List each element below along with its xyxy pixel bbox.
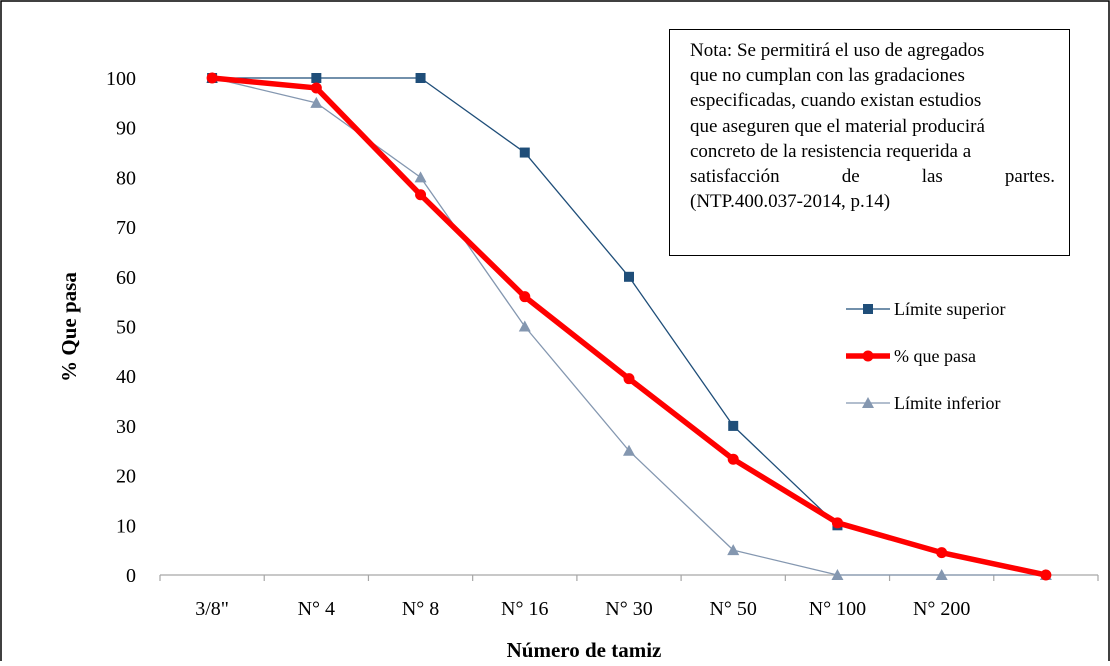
x-tick-label: N° 50 <box>709 598 756 620</box>
x-tick-label: 3/8" <box>195 598 229 620</box>
legend-item: Límite superior <box>846 299 1005 319</box>
y-tick-label: 0 <box>126 565 136 587</box>
data-point <box>206 72 218 84</box>
data-point <box>831 569 844 580</box>
x-tick-label: N° 4 <box>298 598 335 620</box>
note-line: (NTP.400.037-2014, p.14) <box>690 191 891 213</box>
y-tick-label: 60 <box>116 267 136 289</box>
note-line: satisfacción de las partes. <box>690 166 1055 188</box>
x-tick-label: N° 30 <box>605 598 652 620</box>
series-group <box>206 72 1052 581</box>
data-point <box>518 320 531 332</box>
x-tick-label: N° 16 <box>501 598 548 620</box>
data-point <box>519 147 530 158</box>
data-point <box>311 73 322 83</box>
note-line: concreto de la resistencia requerida a <box>690 140 972 162</box>
x-tick-label: N° 200 <box>913 598 970 620</box>
data-point <box>415 73 426 83</box>
legend-marker <box>862 397 874 408</box>
y-tick-label: 90 <box>116 118 136 140</box>
legend-label: Límite inferior <box>894 393 1000 413</box>
data-point <box>831 517 843 529</box>
data-point <box>935 569 948 580</box>
x-tick-label: N° 8 <box>402 598 439 620</box>
x-axis-title: Número de tamiz <box>507 638 662 661</box>
data-point <box>310 96 323 108</box>
y-tick-label: 40 <box>116 366 136 388</box>
y-tick-label: 30 <box>116 416 136 438</box>
data-point <box>623 373 635 385</box>
data-point <box>727 453 739 465</box>
data-point <box>310 82 322 94</box>
y-axis-title: % Que pasa <box>57 272 81 382</box>
note-box: Nota: Se permitirá el uso de agregados qu… <box>669 29 1070 256</box>
axes: 3/8" N° 4 N° 8 N° 16 N° 30 N° 50 N° 100 N° 200 0… <box>106 68 1099 620</box>
note-line: que aseguren que el material producirá <box>690 115 985 137</box>
y-tick-label: 50 <box>116 317 136 339</box>
y-tick-label: 80 <box>116 167 136 189</box>
legend-label: Límite superior <box>894 299 1005 319</box>
data-point <box>727 544 740 556</box>
legend-marker <box>863 304 873 314</box>
legend-item: Límite inferior <box>846 393 1000 413</box>
legend-label: % que pasa <box>894 346 976 366</box>
note-line: que no cumplan con las gradaciones <box>690 65 965 87</box>
data-point <box>1040 569 1052 581</box>
y-tick-label: 70 <box>116 217 136 239</box>
x-tick-label: N° 100 <box>809 598 866 620</box>
note-line: Nota: Se permitirá el uso de agregados <box>690 40 985 61</box>
y-tick-label: 20 <box>116 466 136 488</box>
data-point <box>623 444 635 456</box>
series-circle <box>206 72 1052 581</box>
data-point <box>519 291 531 303</box>
legend-marker <box>862 350 874 362</box>
y-tick-label: 100 <box>106 68 136 90</box>
note-line: especificadas, cuando existan estudios <box>690 90 982 112</box>
data-point <box>624 271 634 282</box>
legend-item: % que pasa <box>846 346 976 366</box>
data-point <box>414 171 427 183</box>
data-point <box>415 189 427 201</box>
legend: Límite superior % que pasa Límite inferior <box>846 299 1005 413</box>
data-point <box>728 420 739 431</box>
data-point <box>936 547 948 559</box>
y-tick-label: 10 <box>116 515 136 537</box>
